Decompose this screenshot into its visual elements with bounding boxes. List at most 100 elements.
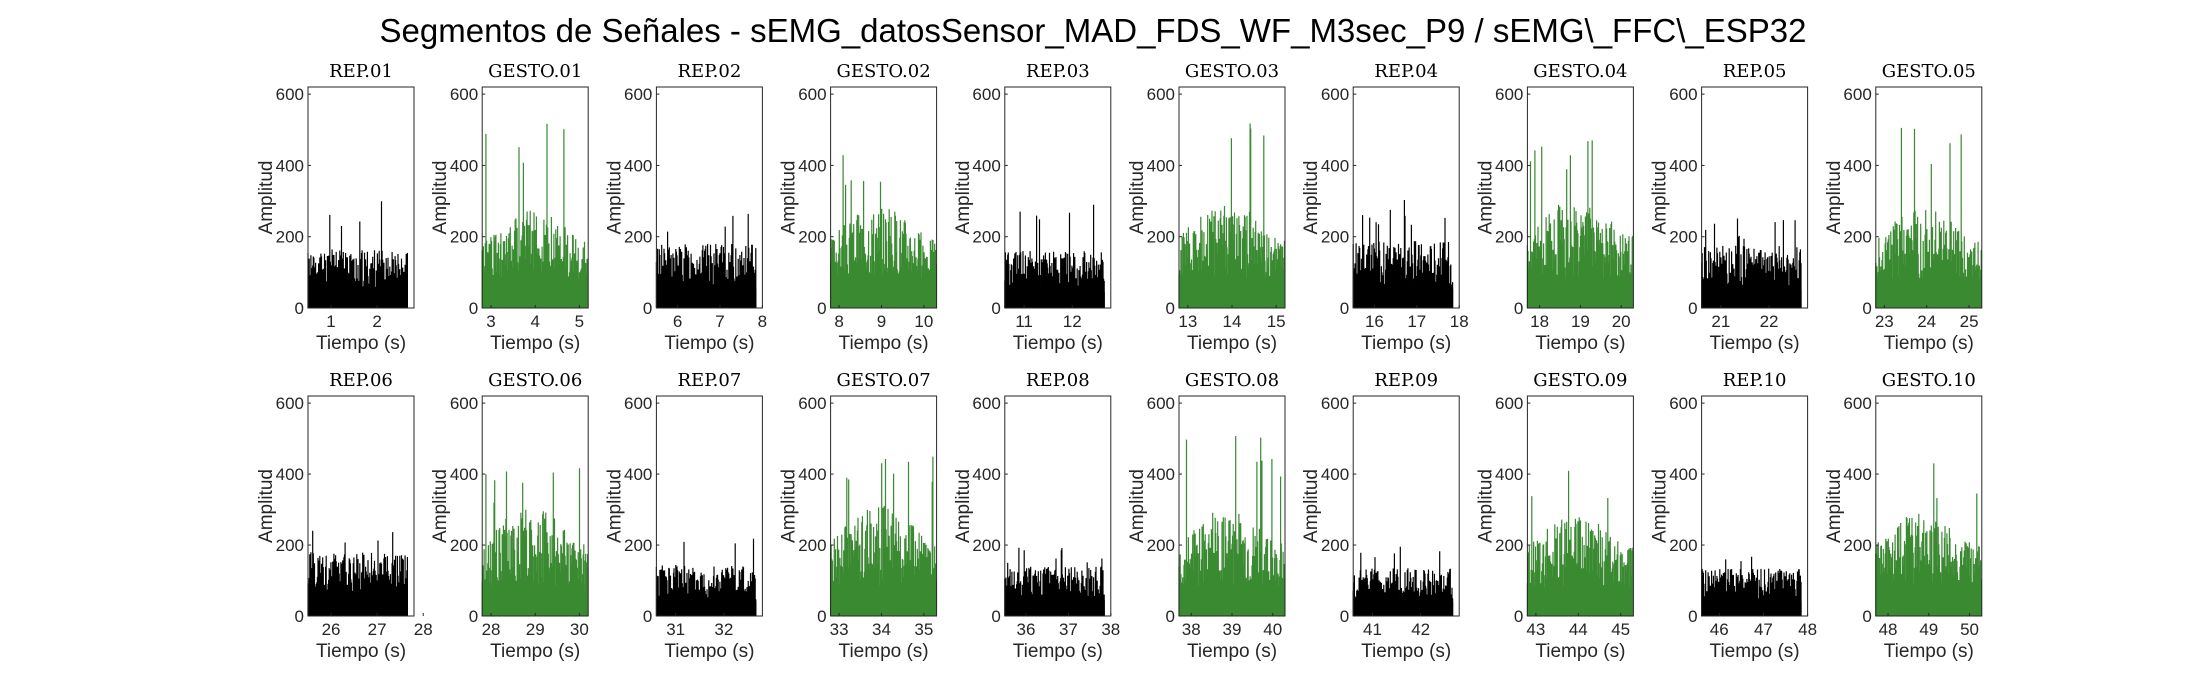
subplot-title: REP.04 xyxy=(1374,61,1438,82)
signal-baseline-band xyxy=(308,290,408,308)
y-tick-label: 200 xyxy=(798,536,826,555)
y-tick-label: 600 xyxy=(450,394,478,413)
y-tick-label: 0 xyxy=(295,299,304,318)
y-tick-label: 200 xyxy=(1321,536,1349,555)
y-tick-label: 0 xyxy=(1688,607,1697,626)
x-tick-label: 49 xyxy=(1919,620,1938,639)
y-tick-label: 0 xyxy=(643,299,652,318)
x-tick-label: 22 xyxy=(1760,312,1779,331)
x-tick-label: 11 xyxy=(1015,312,1033,331)
x-tick-label: 19 xyxy=(1571,312,1590,331)
subplot-gesto-07: 0 200 400 600 33 34 35 GESTO.07 Tiempo (s) Amplit… xyxy=(779,370,938,662)
y-tick-label: 600 xyxy=(276,85,304,104)
subplot-title: GESTO.01 xyxy=(488,61,582,82)
y-tick-label: 0 xyxy=(643,607,652,626)
x-axis-label: Tiempo (s) xyxy=(1535,333,1625,354)
signal-baseline-band xyxy=(1701,601,1802,616)
y-tick-label: 400 xyxy=(624,156,652,175)
x-tick-label: 21 xyxy=(1711,312,1730,331)
x-tick-label: 46 xyxy=(1710,620,1729,639)
y-axis-label: Amplitud xyxy=(1650,469,1671,543)
x-tick-label: 8 xyxy=(834,312,843,331)
y-tick-label: 400 xyxy=(1495,156,1523,175)
signal-baseline-band xyxy=(656,601,757,616)
y-tick-label: 200 xyxy=(450,536,478,555)
signal-baseline-band xyxy=(1179,588,1285,616)
y-axis-label: Amplitud xyxy=(779,161,800,235)
signal-bars xyxy=(1526,140,1634,308)
y-tick-label: 0 xyxy=(1862,607,1871,626)
y-tick-label: 600 xyxy=(1321,85,1349,104)
axes-box xyxy=(1004,395,1112,617)
x-tick-label: 14 xyxy=(1223,312,1242,331)
subplot-title: REP.07 xyxy=(678,370,742,391)
x-tick-label: 40 xyxy=(1263,620,1282,639)
y-tick-label: 600 xyxy=(1321,394,1349,413)
signal-bars xyxy=(1178,436,1286,616)
x-tick-label: 50 xyxy=(1960,620,1979,639)
signal-baseline-band xyxy=(1353,288,1454,308)
x-tick-label: 44 xyxy=(1569,620,1588,639)
x-axis-label: Tiempo (s) xyxy=(316,641,406,662)
subplot-title: GESTO.10 xyxy=(1882,370,1976,391)
subplot-title: REP.03 xyxy=(1026,61,1090,82)
y-tick-label: 0 xyxy=(1340,607,1349,626)
subplot-rep-08: 0 200 400 600 36 37 38 REP.08 Tiempo (s) Amplitud xyxy=(953,370,1120,662)
x-tick-label: 48 xyxy=(1798,620,1817,639)
x-tick-label: 24 xyxy=(1917,312,1936,331)
axes-box xyxy=(830,86,938,309)
y-tick-label: 200 xyxy=(1495,228,1523,247)
x-tick-label: 16 xyxy=(1365,312,1384,331)
y-tick-label: 200 xyxy=(276,228,304,247)
x-tick-label: 38 xyxy=(1182,620,1201,639)
x-tick-label: 29 xyxy=(526,620,545,639)
y-tick-label: 200 xyxy=(1843,228,1871,247)
x-axis-label: Tiempo (s) xyxy=(1361,333,1451,354)
x-axis-label: Tiempo (s) xyxy=(316,333,406,354)
y-tick-label: 400 xyxy=(798,156,826,175)
signal-bars xyxy=(655,538,757,616)
signal-bars xyxy=(1352,546,1454,616)
x-axis-label: Tiempo (s) xyxy=(1884,641,1974,662)
subplot-gesto-09: 0 200 400 600 43 44 45 GESTO.09 Tiempo (s) Amplit… xyxy=(1475,370,1634,662)
signal-baseline-band xyxy=(1527,590,1634,616)
y-tick-label: 600 xyxy=(1147,394,1175,413)
y-tick-label: 400 xyxy=(1843,156,1871,175)
y-axis-label: Amplitud xyxy=(1824,469,1845,543)
x-tick-label: 10 xyxy=(914,312,933,331)
signal-baseline-band xyxy=(1353,601,1454,616)
x-axis-label: Tiempo (s) xyxy=(1710,333,1800,354)
signal-trace xyxy=(1178,123,1286,308)
subplot-rep-06: 0 200 400 600 26 27 28 REP.06 Tiempo (s) Amplitud xyxy=(256,370,433,662)
x-tick-label: 5 xyxy=(575,312,584,331)
y-tick-label: 400 xyxy=(1843,465,1871,484)
axes-box xyxy=(307,86,415,309)
signal-baseline-band xyxy=(482,588,589,616)
subplot-rep-04: 0 200 400 600 16 17 18 REP.04 Tiempo (s) Amplitud xyxy=(1301,61,1468,354)
y-tick-label: 0 xyxy=(991,607,1000,626)
x-tick-label: 31 xyxy=(666,620,685,639)
x-tick-label: 34 xyxy=(872,620,891,639)
y-tick-label: 600 xyxy=(1495,85,1523,104)
axes-box xyxy=(1701,395,1809,617)
subplot-title: GESTO.06 xyxy=(488,370,582,391)
signal-bars xyxy=(1701,556,1802,616)
signal-bars xyxy=(307,201,408,308)
y-tick-label: 200 xyxy=(798,228,826,247)
y-axis-label: Amplitud xyxy=(1127,161,1148,235)
x-tick-label: 47 xyxy=(1754,620,1773,639)
subplot-title: GESTO.05 xyxy=(1882,61,1976,82)
subplot-title: REP.06 xyxy=(329,370,393,391)
signal-baseline-band xyxy=(1004,600,1105,616)
y-tick-label: 400 xyxy=(1669,156,1697,175)
y-tick-label: 400 xyxy=(1495,465,1523,484)
subplot-title: GESTO.09 xyxy=(1533,370,1627,391)
x-tick-label: 4 xyxy=(530,312,539,331)
y-tick-label: 200 xyxy=(624,536,652,555)
axes-box xyxy=(655,86,763,309)
y-tick-label: 200 xyxy=(972,228,1000,247)
y-tick-label: 0 xyxy=(469,299,478,318)
y-tick-label: 400 xyxy=(624,465,652,484)
subplot-gesto-05: 0 200 400 600 23 24 25 GESTO.05 Tiempo (s) Amplit… xyxy=(1824,61,1983,354)
